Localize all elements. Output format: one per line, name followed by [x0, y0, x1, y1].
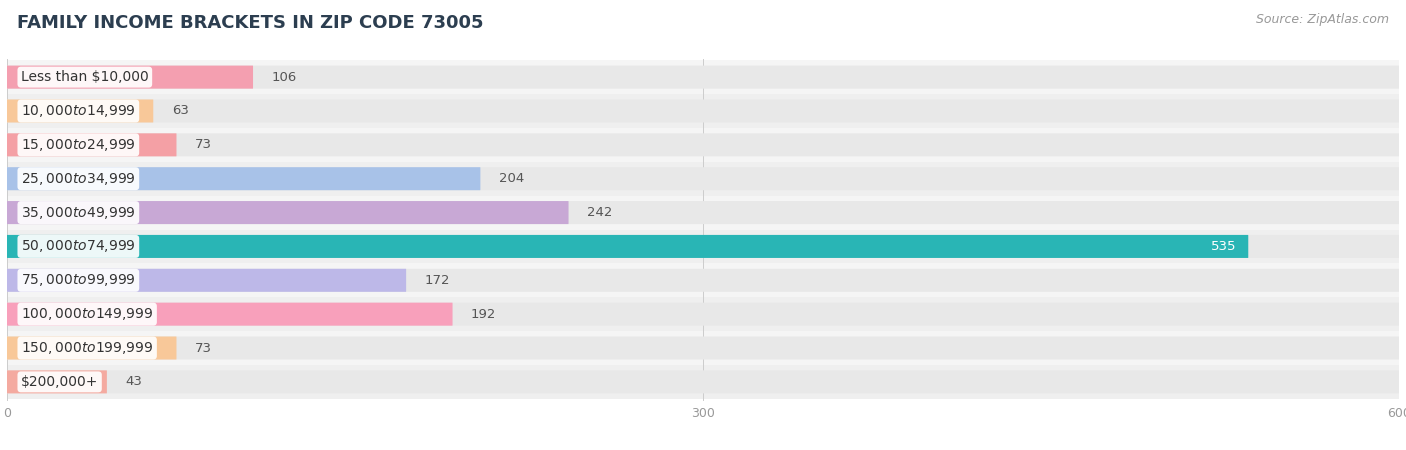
FancyBboxPatch shape	[7, 99, 153, 122]
FancyBboxPatch shape	[7, 297, 1399, 331]
FancyBboxPatch shape	[7, 133, 177, 156]
FancyBboxPatch shape	[7, 99, 1399, 122]
Text: 106: 106	[271, 71, 297, 84]
FancyBboxPatch shape	[7, 337, 1399, 360]
Text: 242: 242	[588, 206, 613, 219]
Text: $10,000 to $14,999: $10,000 to $14,999	[21, 103, 136, 119]
Text: 172: 172	[425, 274, 450, 287]
FancyBboxPatch shape	[7, 331, 1399, 365]
FancyBboxPatch shape	[7, 337, 177, 360]
Text: Less than $10,000: Less than $10,000	[21, 70, 149, 84]
FancyBboxPatch shape	[7, 269, 1399, 292]
FancyBboxPatch shape	[7, 201, 568, 224]
FancyBboxPatch shape	[7, 94, 1399, 128]
Text: 43: 43	[125, 375, 142, 388]
FancyBboxPatch shape	[7, 230, 1399, 263]
FancyBboxPatch shape	[7, 162, 1399, 196]
Text: $15,000 to $24,999: $15,000 to $24,999	[21, 137, 136, 153]
Text: 73: 73	[195, 342, 212, 355]
FancyBboxPatch shape	[7, 133, 1399, 156]
FancyBboxPatch shape	[7, 263, 1399, 297]
Text: $75,000 to $99,999: $75,000 to $99,999	[21, 272, 136, 288]
Text: 73: 73	[195, 138, 212, 151]
FancyBboxPatch shape	[7, 66, 1399, 89]
Text: $150,000 to $199,999: $150,000 to $199,999	[21, 340, 153, 356]
Text: FAMILY INCOME BRACKETS IN ZIP CODE 73005: FAMILY INCOME BRACKETS IN ZIP CODE 73005	[17, 14, 484, 32]
FancyBboxPatch shape	[7, 235, 1399, 258]
FancyBboxPatch shape	[7, 66, 253, 89]
FancyBboxPatch shape	[7, 167, 481, 190]
Text: $35,000 to $49,999: $35,000 to $49,999	[21, 205, 136, 220]
Text: 204: 204	[499, 172, 524, 185]
FancyBboxPatch shape	[7, 303, 1399, 326]
FancyBboxPatch shape	[7, 167, 1399, 190]
FancyBboxPatch shape	[7, 303, 453, 326]
Text: 535: 535	[1211, 240, 1237, 253]
Text: 63: 63	[172, 104, 188, 117]
Text: 192: 192	[471, 308, 496, 321]
Text: Source: ZipAtlas.com: Source: ZipAtlas.com	[1256, 14, 1389, 27]
FancyBboxPatch shape	[7, 235, 1249, 258]
FancyBboxPatch shape	[7, 370, 107, 393]
FancyBboxPatch shape	[7, 60, 1399, 94]
Text: $50,000 to $74,999: $50,000 to $74,999	[21, 238, 136, 254]
Text: $100,000 to $149,999: $100,000 to $149,999	[21, 306, 153, 322]
Text: $25,000 to $34,999: $25,000 to $34,999	[21, 171, 136, 187]
FancyBboxPatch shape	[7, 128, 1399, 162]
FancyBboxPatch shape	[7, 365, 1399, 399]
FancyBboxPatch shape	[7, 370, 1399, 393]
FancyBboxPatch shape	[7, 201, 1399, 224]
Text: $200,000+: $200,000+	[21, 375, 98, 389]
FancyBboxPatch shape	[7, 196, 1399, 230]
FancyBboxPatch shape	[7, 269, 406, 292]
